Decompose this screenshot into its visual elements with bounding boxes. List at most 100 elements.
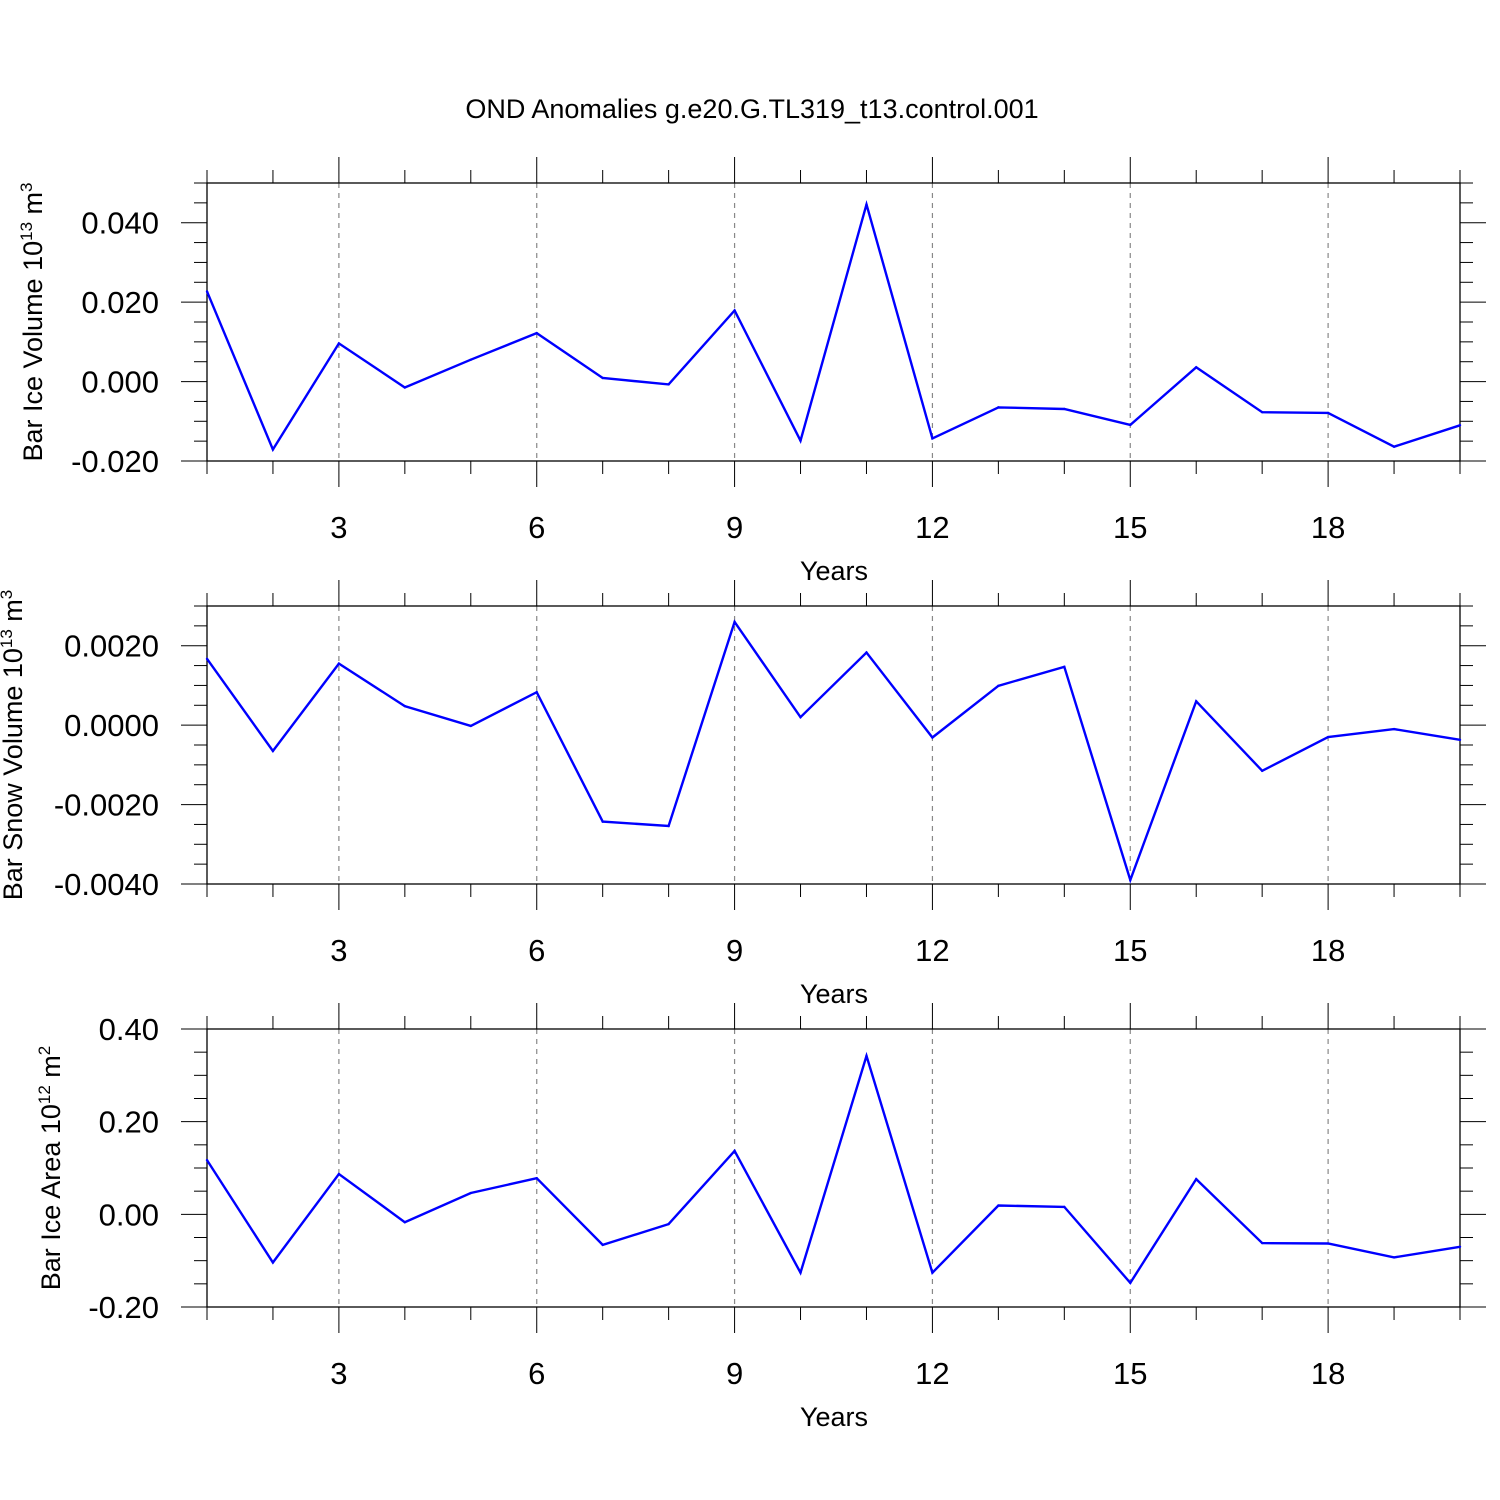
data-point [1458,424,1462,427]
y-tick-label: 0.020 [81,285,159,320]
data-point [997,406,1000,409]
data-point [1260,1241,1264,1245]
data-point [535,690,538,694]
data-point [1195,1177,1198,1181]
x-tick-label: 6 [528,933,545,968]
data-point [469,1191,472,1195]
x-tick-label: 3 [330,1356,347,1391]
series-line-1 [205,199,1461,453]
data-point [535,1176,538,1180]
y-axis-label-superscript: 13 [0,629,16,648]
y-axis-label-text: Bar Ice Volume 10 [18,241,48,462]
y-axis-label-superscript: 2 [35,1046,54,1055]
data-point [601,376,604,380]
y-tick-label: 0.40 [99,1012,159,1047]
data-point [601,820,604,823]
y-axis-label: Bar Ice Volume 1013 m3 [17,182,48,461]
x-axis-label: Years [800,556,868,586]
data-point [1195,700,1198,703]
data-point [931,1271,934,1274]
data-point [997,684,1000,688]
panels-container: -0.020 0.000 0.020 0.040 3 6 9 12 15 18 Years Bar I… [0,157,1486,1432]
data-point [865,203,868,206]
x-tick-label: 3 [330,933,347,968]
data-point [997,1204,1000,1207]
data-point [1326,735,1330,739]
series-line-1 [206,619,1461,884]
data-point [469,724,472,728]
y-axis-label-superscript: 13 [17,222,36,241]
y-axis-label-superscript: 12 [35,1085,54,1104]
data-point [865,1054,868,1058]
y-tick-label: -0.0020 [54,788,159,823]
data-point [667,824,670,828]
x-tick-label: 12 [915,933,949,968]
data-point [1392,727,1396,731]
x-tick-label: 3 [330,510,347,545]
x-tick-label: 12 [915,510,949,545]
y-tick-label: 0.20 [99,1105,159,1140]
data-point [799,716,802,719]
chart-panel-1: -0.020 0.000 0.020 0.040 3 6 9 12 15 18 Years Bar I… [17,157,1486,586]
x-tick-label: 9 [726,510,743,545]
x-tick-label: 6 [528,1356,545,1391]
y-axis-label-text: Bar Snow Volume 10 [0,648,28,900]
data-point [1063,1205,1066,1209]
chart-panel-2: -0.0040 -0.0020 0.0000 0.0020 3 6 9 12 15 18 Years… [0,580,1486,1009]
y-axis-label: Bar Snow Volume 1013 m3 [0,590,28,901]
x-tick-label: 15 [1113,933,1147,968]
data-point [931,736,934,739]
y-tick-label: -0.0040 [54,867,159,902]
data-point [799,439,802,442]
data-point [667,383,670,386]
plot-frame [206,605,1461,885]
data-point [205,290,209,293]
data-point [337,662,341,665]
y-axis-label-text: m [0,599,28,629]
x-tick-label: 15 [1113,510,1147,545]
data-point [535,331,538,335]
data-point [271,1261,275,1264]
data-point [1458,738,1462,742]
data-point [601,1243,604,1247]
x-tick-label: 9 [726,933,743,968]
x-tick-label: 15 [1113,1356,1147,1391]
data-point [1063,665,1066,668]
data-point [1392,1256,1396,1259]
y-tick-label: -0.020 [71,444,159,479]
y-axis-label-text: Bar Ice Area 10 [36,1104,66,1290]
y-axis-label-text: m [18,192,48,222]
x-axis-label: Years [800,979,868,1009]
chart-panel-3: -0.20 0.00 0.20 0.40 3 6 9 12 15 18 Years Bar Ice A… [35,1003,1486,1432]
data-point [733,1149,736,1153]
series-line-1 [205,1051,1461,1285]
data-point [1326,1242,1330,1245]
y-tick-label: 0.000 [81,365,159,400]
x-tick-label: 18 [1311,1356,1345,1391]
y-tick-label: -0.20 [88,1290,159,1325]
data-point [205,657,209,661]
data-point [1260,410,1264,414]
data-point [733,309,736,312]
data-point [1063,407,1066,411]
y-tick-label: 0.040 [81,206,159,241]
y-axis-label: Bar Ice Area 1012 m2 [35,1046,66,1291]
data-point [667,1222,670,1226]
data-point [1392,445,1396,448]
data-point [337,1172,341,1176]
data-point [733,620,736,624]
y-axis-label-superscript: 3 [0,590,16,599]
data-point [799,1271,802,1274]
data-point [205,1158,209,1162]
data-point [1458,1245,1462,1248]
data-point [1129,1281,1132,1285]
data-point [469,358,472,361]
x-axis-label: Years [800,1402,868,1432]
y-tick-label: 0.00 [99,1197,159,1232]
x-tick-label: 9 [726,1356,743,1391]
figure-title: OND Anomalies g.e20.G.TL319_t13.control.… [465,94,1038,124]
data-point [403,704,407,708]
y-tick-label: 0.0020 [64,629,159,664]
y-axis-label-superscript: 3 [17,182,36,191]
